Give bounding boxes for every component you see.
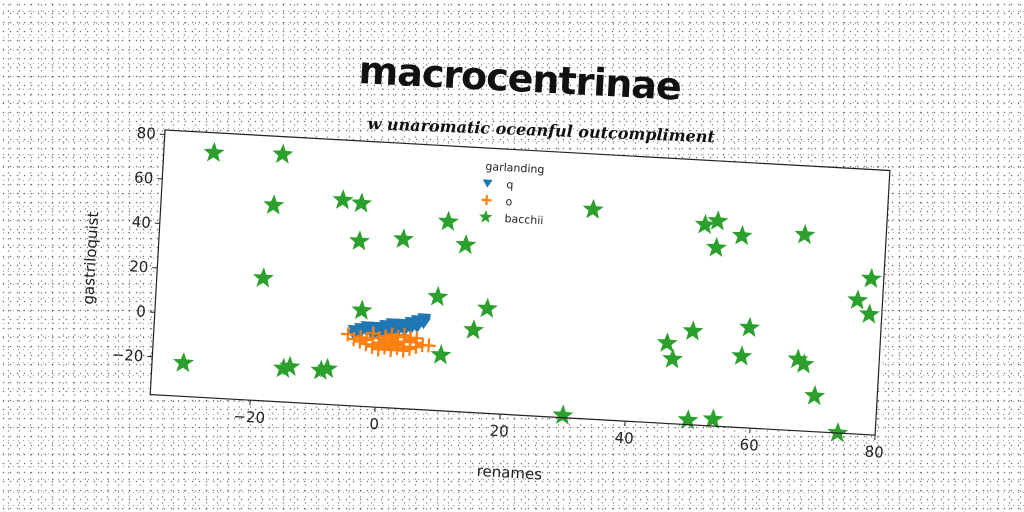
- data-point-bacchii-3: [332, 189, 354, 210]
- axis-ticks: −20 0 20 40 60 80 −20 0 20 40 60 80: [111, 124, 884, 462]
- data-point-bacchii-30: [739, 316, 761, 337]
- data-point-bacchii-24: [731, 224, 753, 246]
- data-point-bacchii-12: [463, 319, 485, 340]
- data-point-q-34: [360, 321, 375, 333]
- data-point-bacchii-40: [827, 422, 849, 443]
- data-point-o-34: [397, 328, 412, 343]
- y-tick-label-0: −20: [111, 346, 144, 366]
- y-tick-label-2: 20: [129, 257, 149, 276]
- plot-frame: [149, 129, 891, 436]
- data-point-bacchii-8: [437, 210, 459, 231]
- y-tick-label-4: 60: [134, 168, 154, 187]
- plot-area: −20 0 20 40 60 80 −20 0 20 40 60 80 garlanding qo bac…: [79, 124, 891, 484]
- x-tick-label-3: 40: [614, 429, 634, 448]
- x-tick-label-0: −20: [233, 407, 266, 427]
- data-point-bacchii-17: [310, 359, 332, 380]
- x-tick-label-2: 20: [489, 422, 509, 441]
- data-point-bacchii-33: [662, 348, 684, 369]
- data-point-bacchii-29: [859, 303, 880, 324]
- data-point-o-35: [409, 331, 424, 346]
- data-point-bacchii-7: [393, 228, 414, 249]
- data-point-bacchii-37: [804, 385, 826, 406]
- data-point-bacchii-27: [861, 267, 882, 289]
- data-point-bacchii-20: [552, 404, 574, 425]
- data-point-bacchii-2: [263, 194, 285, 215]
- data-point-bacchii-35: [787, 348, 809, 369]
- data-point-q-40: [417, 315, 432, 327]
- data-point-bacchii-18: [316, 357, 338, 379]
- data-point-o-13: [359, 337, 374, 352]
- data-point-bacchii-9: [455, 233, 477, 255]
- data-point-q-41: [385, 318, 400, 330]
- data-point-bacchii-21: [582, 198, 604, 219]
- plot-background: [150, 130, 890, 436]
- x-axis-label: renames: [476, 462, 543, 484]
- legend-label-bacchii: bacchii: [504, 212, 544, 227]
- x-tick-label-1: 0: [369, 415, 380, 434]
- data-point-bacchii-15: [273, 357, 294, 378]
- data-point-o-29: [352, 334, 368, 349]
- data-point-bacchii-22: [694, 213, 716, 235]
- data-point-bacchii-6: [349, 230, 371, 251]
- data-point-bacchii-16: [279, 355, 301, 376]
- data-point-bacchii-34: [731, 345, 753, 366]
- data-point-o-30: [346, 332, 361, 347]
- data-point-o-27: [396, 343, 411, 358]
- legend-title: garlanding: [485, 160, 545, 176]
- data-point-o-14: [365, 339, 380, 354]
- data-point-bacchii-0: [203, 141, 225, 163]
- data-point-bacchii-28: [847, 289, 869, 310]
- legend-marker-q: [482, 179, 493, 188]
- data-point-bacchii-31: [682, 320, 704, 341]
- data-marks: [173, 141, 882, 443]
- legend-label-o: o: [505, 195, 513, 208]
- legend-marker-bacchii: [479, 210, 493, 223]
- data-point-bacchii-23: [707, 210, 729, 231]
- legend: garlanding qo bacchii: [479, 160, 545, 227]
- legend-label-q: q: [506, 178, 514, 191]
- data-point-bacchii-13: [351, 299, 373, 320]
- data-point-bacchii-1: [272, 143, 294, 164]
- data-point-bacchii-4: [351, 192, 373, 213]
- data-point-o-37: [384, 336, 399, 351]
- data-point-bacchii-10: [427, 285, 449, 307]
- data-point-bacchii-25: [706, 236, 727, 258]
- data-point-bacchii-39: [702, 408, 724, 429]
- data-point-bacchii-36: [793, 353, 815, 374]
- data-point-bacchii-19: [430, 344, 452, 365]
- data-point-o-12: [421, 338, 436, 353]
- x-tick-label-4: 60: [739, 436, 759, 455]
- data-point-bacchii-26: [794, 223, 816, 245]
- y-tick-label-1: 0: [136, 302, 147, 321]
- data-point-bacchii-32: [656, 332, 678, 353]
- data-point-o-36: [371, 331, 387, 346]
- data-point-bacchii-5: [253, 267, 274, 288]
- data-point-bacchii-11: [476, 297, 498, 318]
- y-axis-label: gastriloquist: [79, 211, 102, 305]
- y-tick-label-5: 80: [136, 124, 156, 143]
- y-tick-label-3: 40: [131, 213, 151, 232]
- legend-marker-o: [481, 195, 492, 206]
- data-point-o-32: [390, 334, 405, 349]
- x-tick-label-5: 80: [864, 443, 884, 462]
- data-point-bacchii-14: [173, 352, 194, 373]
